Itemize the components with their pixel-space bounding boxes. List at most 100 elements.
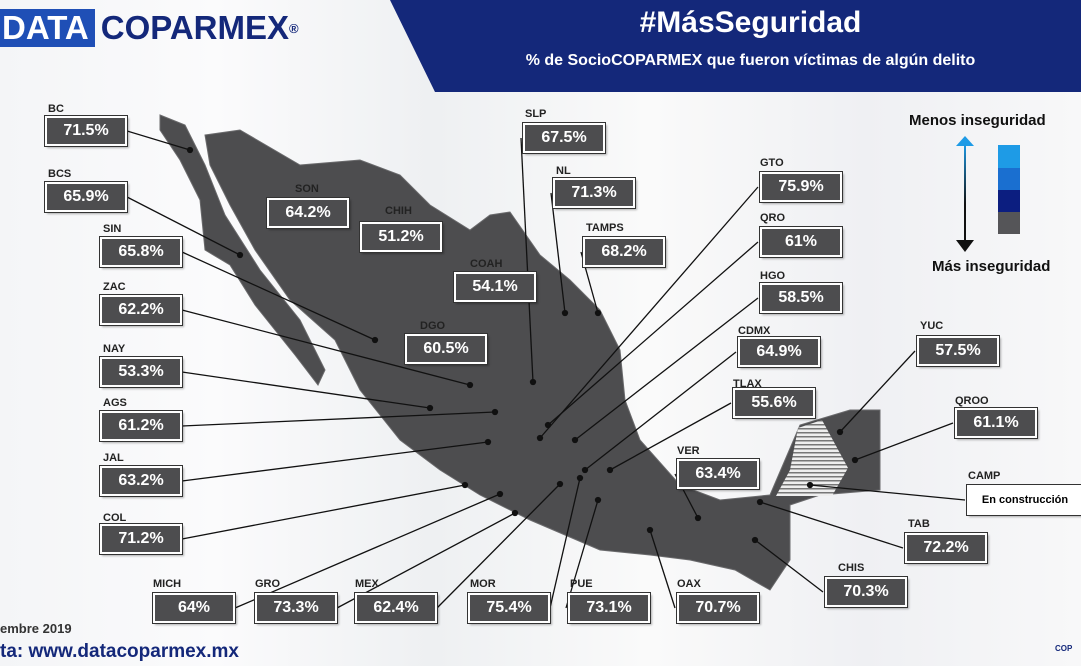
state-value-bcs: 65.9%: [44, 181, 128, 213]
registered-mark: ®: [289, 20, 299, 36]
leader-dot: [751, 536, 759, 544]
leader-line: [234, 493, 501, 609]
state-name-son: SON: [295, 183, 319, 195]
state-value-tamps: 68.2%: [582, 236, 666, 268]
state-value-gto: 75.9%: [759, 171, 843, 203]
leader-dot: [851, 456, 859, 464]
state-value-camp: En construcción: [966, 484, 1081, 516]
leader-dot: [581, 466, 589, 474]
state-name-coah: COAH: [470, 258, 503, 270]
leader-line: [336, 512, 516, 609]
leader-dot: [511, 509, 519, 517]
state-value-mor: 75.4%: [467, 592, 551, 624]
state-value-col: 71.2%: [99, 523, 183, 555]
leader-line: [549, 477, 581, 609]
state-value-gro: 73.3%: [254, 592, 338, 624]
leader-line: [584, 351, 737, 471]
state-name-hgo: HGO: [760, 270, 786, 282]
page-subtitle: % de SocioCOPARMEX que fueron víctimas d…: [525, 52, 976, 69]
leader-dot: [466, 381, 474, 389]
legend-arrow: [956, 136, 974, 252]
leader-line: [854, 422, 954, 461]
state-value-cdmx: 64.9%: [737, 336, 821, 368]
leader-dot: [236, 251, 244, 259]
header-banner: [390, 0, 1081, 92]
leader-dot: [461, 481, 469, 489]
leader-line: [126, 196, 241, 256]
state-value-hgo: 58.5%: [759, 282, 843, 314]
state-name-zac: ZAC: [103, 281, 126, 293]
leader-line: [181, 251, 376, 341]
leader-line: [565, 499, 599, 609]
legend-top-label: Menos inseguridad: [909, 112, 1046, 129]
state-value-dgo: 60.5%: [404, 333, 488, 365]
state-name-col: COL: [103, 512, 127, 524]
footer-source[interactable]: ta: www.datacoparmex.mx: [0, 641, 239, 662]
leader-dot: [556, 480, 564, 488]
state-name-ags: AGS: [103, 397, 127, 409]
state-name-bcs: BCS: [48, 168, 72, 180]
leader-line: [759, 501, 904, 549]
state-value-zac: 62.2%: [99, 294, 183, 326]
leader-line: [181, 309, 471, 386]
legend-swatch: [998, 190, 1020, 212]
state-value-nay: 53.3%: [99, 356, 183, 388]
legend-color-scale: [998, 145, 1020, 234]
leader-dot: [186, 146, 194, 154]
leader-line: [126, 130, 191, 151]
state-value-mex: 62.4%: [354, 592, 438, 624]
leader-dot: [484, 438, 492, 446]
leader-line: [649, 529, 676, 609]
map-baja-california: [159, 114, 326, 386]
state-name-mex: MEX: [355, 578, 379, 590]
state-value-slp: 67.5%: [522, 122, 606, 154]
leader-line: [550, 192, 566, 314]
state-name-nl: NL: [556, 165, 571, 177]
state-name-yuc: YUC: [920, 320, 944, 332]
leader-line: [181, 411, 496, 427]
leader-line: [181, 484, 466, 540]
state-name-jal: JAL: [103, 452, 124, 464]
logo: DATA COPARMEX ®: [0, 8, 299, 48]
leader-lines: [126, 130, 966, 609]
state-value-tlax: 55.6%: [732, 387, 816, 419]
leader-dot: [496, 490, 504, 498]
leader-dot: [806, 481, 814, 489]
leader-dot: [594, 309, 602, 317]
leader-dot: [561, 309, 569, 317]
state-value-ver: 63.4%: [676, 458, 760, 490]
state-value-bc: 71.5%: [44, 115, 128, 147]
state-name-mich: MICH: [153, 578, 182, 590]
leader-dot: [756, 498, 764, 506]
state-name-gto: GTO: [760, 157, 784, 169]
state-name-cdmx: CDMX: [738, 325, 771, 337]
state-value-mich: 64%: [152, 592, 236, 624]
logo-data: DATA: [0, 9, 95, 47]
state-value-yuc: 57.5%: [916, 335, 1000, 367]
leader-dot: [576, 474, 584, 482]
legend-bottom-label: Más inseguridad: [932, 258, 1051, 275]
state-name-dgo: DGO: [420, 320, 446, 332]
leader-dot: [536, 434, 544, 442]
logo-coparmex: COPARMEX: [100, 9, 290, 46]
leader-line: [181, 371, 431, 409]
leader-dot: [529, 378, 537, 386]
state-value-oax: 70.7%: [676, 592, 760, 624]
leader-line: [436, 483, 561, 609]
state-value-pue: 73.1%: [567, 592, 651, 624]
leader-line: [809, 484, 966, 501]
leader-dot: [491, 408, 499, 416]
state-name-mor: MOR: [470, 578, 496, 590]
leader-dot: [694, 514, 702, 522]
legend-swatch: [998, 212, 1020, 234]
footer-date: embre 2019: [0, 621, 72, 636]
leader-dot: [836, 428, 844, 436]
leader-dot: [571, 436, 579, 444]
state-name-bc: BC: [48, 103, 64, 115]
leader-line: [754, 539, 824, 593]
leader-line: [547, 241, 759, 426]
state-value-coah: 54.1%: [453, 271, 537, 303]
state-name-sin: SIN: [103, 223, 122, 235]
corner-logo: COP: [1055, 644, 1073, 653]
leader-dot: [371, 336, 379, 344]
